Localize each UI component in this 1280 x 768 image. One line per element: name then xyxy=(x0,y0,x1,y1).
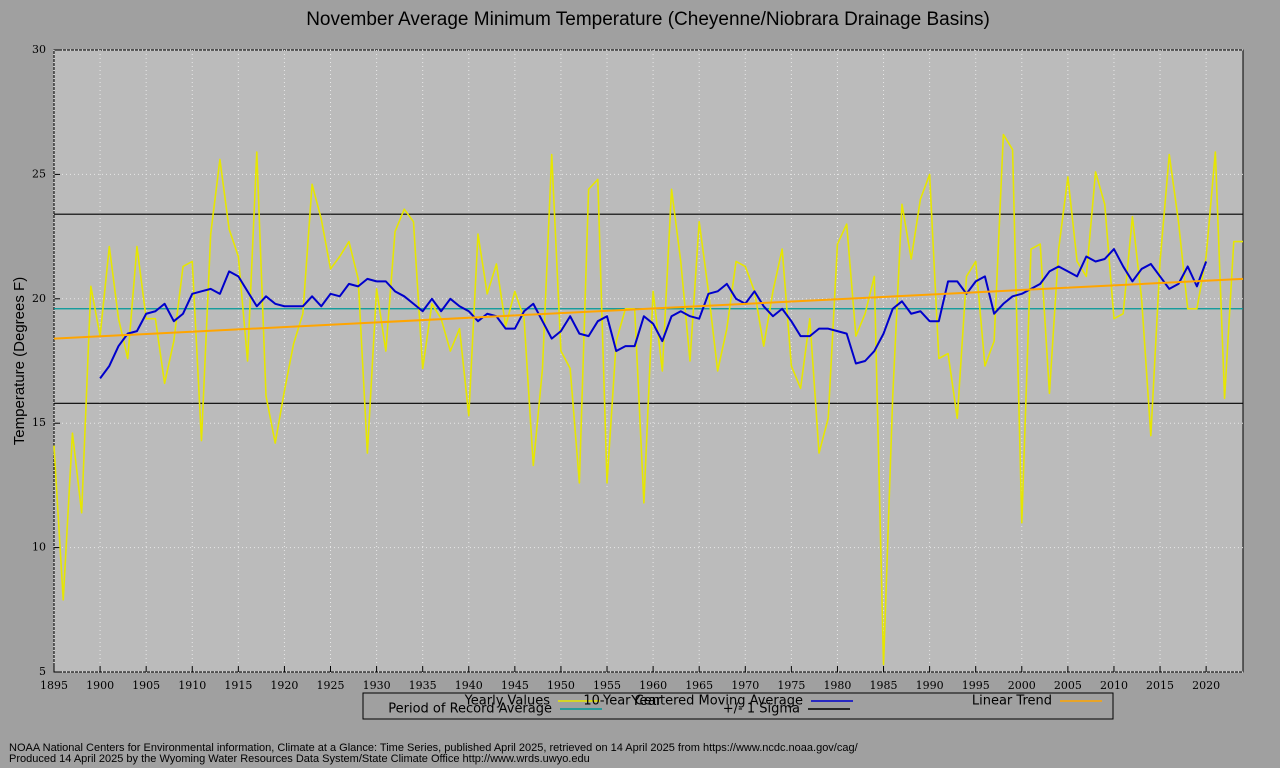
y-tick-label: 5 xyxy=(39,665,46,678)
y-tick-label: 15 xyxy=(32,416,46,429)
x-tick-label: 1935 xyxy=(409,679,437,692)
x-tick-label: 1965 xyxy=(685,679,713,692)
x-tick-label: 1990 xyxy=(916,679,944,692)
footnote: NOAA National Centers for Environmental … xyxy=(9,742,859,754)
y-tick-label: 30 xyxy=(32,43,46,56)
x-tick-label: 1930 xyxy=(363,679,391,692)
moving-average-line xyxy=(99,248,1208,380)
chart-title: November Average Minimum Temperature (Ch… xyxy=(306,9,990,30)
x-tick-label: 1945 xyxy=(501,679,529,692)
x-tick-label: 2005 xyxy=(1054,679,1082,692)
x-tick-label: 2000 xyxy=(1008,679,1036,692)
footnote: Produced 14 April 2025 by the Wyoming Wa… xyxy=(9,753,590,765)
x-tick-label: 1925 xyxy=(317,679,345,692)
y-tick-label: 20 xyxy=(32,292,46,305)
x-tick-label: 1985 xyxy=(870,679,898,692)
trend-line xyxy=(53,277,1244,340)
y-axis-label: Temperature (Degrees F) xyxy=(11,277,28,445)
legend-label: Yearly Values xyxy=(464,694,551,709)
x-tick-label: 2020 xyxy=(1192,679,1220,692)
legend-label: Period of Record Average xyxy=(388,702,552,717)
x-tick-label: 1920 xyxy=(270,679,298,692)
legend-label: +/- 1 Sigma xyxy=(723,702,800,717)
y-tick-label: 25 xyxy=(32,167,46,180)
x-tick-label: 1980 xyxy=(823,679,851,692)
x-tick-label: 1895 xyxy=(40,679,68,692)
x-tick-label: 1915 xyxy=(224,679,252,692)
plot-area xyxy=(53,49,1244,673)
x-tick-label: 1975 xyxy=(777,679,805,692)
x-tick-label: 1970 xyxy=(731,679,759,692)
x-tick-label: 1955 xyxy=(593,679,621,692)
y-tick-label: 10 xyxy=(32,541,46,554)
x-axis-label: Year xyxy=(631,692,661,709)
x-tick-label: 1910 xyxy=(178,679,206,692)
x-tick-label: 1950 xyxy=(547,679,575,692)
x-tick-label: 1905 xyxy=(132,679,160,692)
x-tick-label: 1960 xyxy=(639,679,667,692)
x-tick-label: 1900 xyxy=(86,679,114,692)
legend-label: 10-Year Centered Moving Average xyxy=(583,694,803,709)
x-tick-label: 1995 xyxy=(962,679,990,692)
yearly-line xyxy=(53,133,1243,666)
legend-label: Linear Trend xyxy=(972,694,1052,709)
x-tick-label: 2010 xyxy=(1100,679,1128,692)
x-tick-label: 2015 xyxy=(1146,679,1174,692)
legend-box xyxy=(362,692,1114,720)
x-tick-label: 1940 xyxy=(455,679,483,692)
